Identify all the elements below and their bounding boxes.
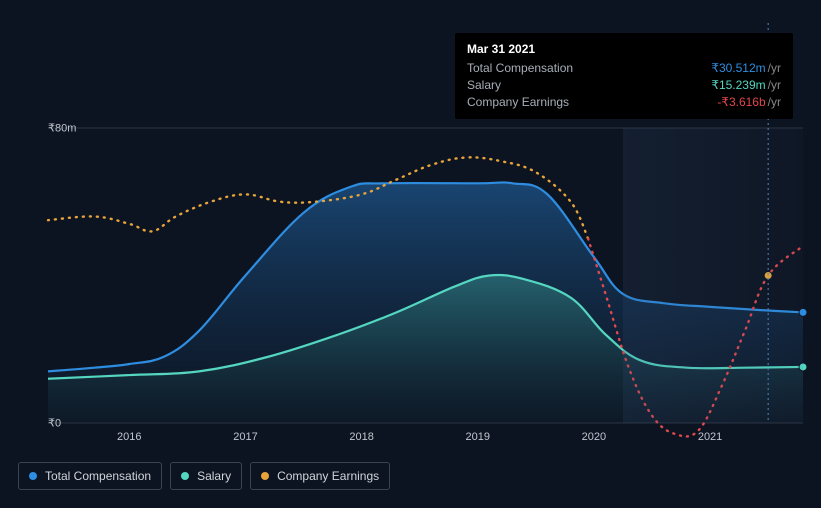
chart-tooltip: Mar 31 2021 Total Compensation ₹30.512m/…: [455, 33, 793, 119]
tooltip-value: ₹15.239m/yr: [711, 77, 781, 94]
x-tick-label: 2016: [117, 431, 141, 443]
legend-label: Salary: [197, 469, 231, 483]
tooltip-label: Total Compensation: [467, 60, 573, 77]
tooltip-label: Salary: [467, 77, 501, 94]
legend-item-total-compensation[interactable]: Total Compensation: [18, 462, 162, 490]
legend-dot-icon: [261, 472, 269, 480]
x-tick-label: 2017: [233, 431, 257, 443]
tooltip-row-total-comp: Total Compensation ₹30.512m/yr: [467, 60, 781, 77]
plot-area[interactable]: [48, 128, 803, 423]
compensation-chart: ₹0 ₹80m 2016 2017 2018 2019 2020 2021 Mar 31 2…: [18, 18, 803, 448]
chart-legend: Total Compensation Salary Company Earnin…: [18, 462, 390, 490]
tooltip-row-earnings: Company Earnings -₹3.616b/yr: [467, 94, 781, 111]
y-tick-label: ₹0: [48, 417, 76, 430]
legend-label: Company Earnings: [277, 469, 379, 483]
legend-dot-icon: [29, 472, 37, 480]
x-tick-label: 2018: [349, 431, 373, 443]
x-tick-label: 2019: [466, 431, 490, 443]
legend-item-company-earnings[interactable]: Company Earnings: [250, 462, 390, 490]
tooltip-value: ₹30.512m/yr: [711, 60, 781, 77]
legend-item-salary[interactable]: Salary: [170, 462, 242, 490]
tooltip-value: -₹3.616b/yr: [717, 94, 781, 111]
x-tick-label: 2021: [698, 431, 722, 443]
tooltip-row-salary: Salary ₹15.239m/yr: [467, 77, 781, 94]
x-tick-label: 2020: [582, 431, 606, 443]
legend-label: Total Compensation: [45, 469, 151, 483]
tooltip-date: Mar 31 2021: [467, 41, 781, 58]
legend-dot-icon: [181, 472, 189, 480]
tooltip-label: Company Earnings: [467, 94, 569, 111]
future-shaded-band: [623, 128, 803, 423]
y-tick-label: ₹80m: [48, 122, 76, 135]
